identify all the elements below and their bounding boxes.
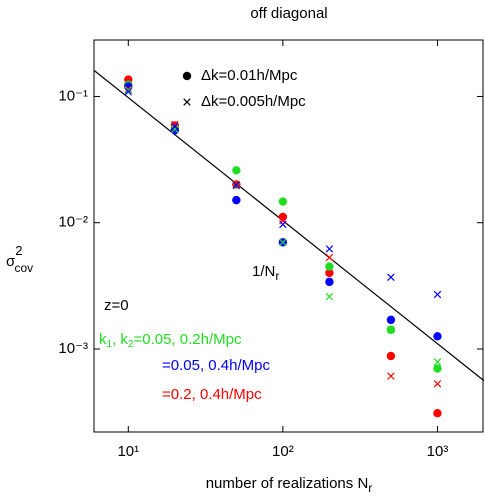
data-point [386,351,396,361]
annotation-part: , k [112,331,128,348]
data-point [325,262,334,271]
data-point [171,125,179,133]
x-tick-label: 10¹ [117,443,139,460]
line-label-text: 1/N [252,263,275,280]
y-label-symbol: σ [6,253,16,270]
legend-marker [182,71,192,81]
legend-marker [183,98,191,106]
data-point [325,245,334,253]
data-point [325,253,334,262]
data-point [387,273,395,281]
data-point [325,292,334,301]
data-point [387,326,395,334]
data-point [433,408,442,418]
x-label-text: number of realizations N [206,475,369,492]
data-point [279,220,287,229]
y-tick-label: 10⁻¹ [58,87,88,104]
line-label-sub: r [275,269,279,283]
data-point [325,268,334,278]
data-point [171,122,179,131]
annotation-part: 2 [128,339,134,350]
chart-title: off diagonal [250,5,327,22]
y-label-sub: cov [15,261,34,275]
data-point [124,86,133,94]
data-point [433,364,442,373]
legend-label: Δk=0.01h/Mpc [201,67,298,84]
x-tick-label: 10² [272,443,294,460]
y-tick-label: 10⁻³ [58,340,88,357]
annotation: z=0 [104,297,129,314]
data-point [279,238,287,246]
annotation-part: =0.05, 0.2h/Mpc [133,331,241,348]
data-point [433,332,442,341]
data-point [232,181,241,189]
x-label-sub: r [368,481,372,495]
data-point [433,290,442,299]
data-point [278,197,288,206]
annotation: =0.2, 0.4h/Mpc [162,386,262,403]
data-point [433,358,442,366]
line-label: 1/Nr [252,263,279,283]
annotation: =0.05, 0.4h/Mpc [162,357,270,374]
y-axis-label: σ2 cov [6,243,33,275]
data-point [387,372,395,380]
annotation: k1, k2=0.05, 0.2h/Mpc [99,331,242,350]
annotation-part: k [99,331,107,348]
data-point [232,166,241,175]
data-point [124,88,133,96]
x-axis-label: number of realizations Nr [206,475,373,495]
data-point [386,315,396,325]
annotation-part: 1 [107,339,113,350]
legend-label: Δk=0.005h/Mpc [201,93,306,110]
y-label-sup: 2 [15,243,22,258]
data-point [232,195,241,205]
data-point [325,277,334,287]
data-point [433,380,442,388]
y-tick-label: 10⁻² [58,214,88,231]
data-point [124,85,133,93]
plot-frame [93,39,484,433]
x-tick-label: 10³ [427,443,449,460]
reference-line [93,69,485,382]
